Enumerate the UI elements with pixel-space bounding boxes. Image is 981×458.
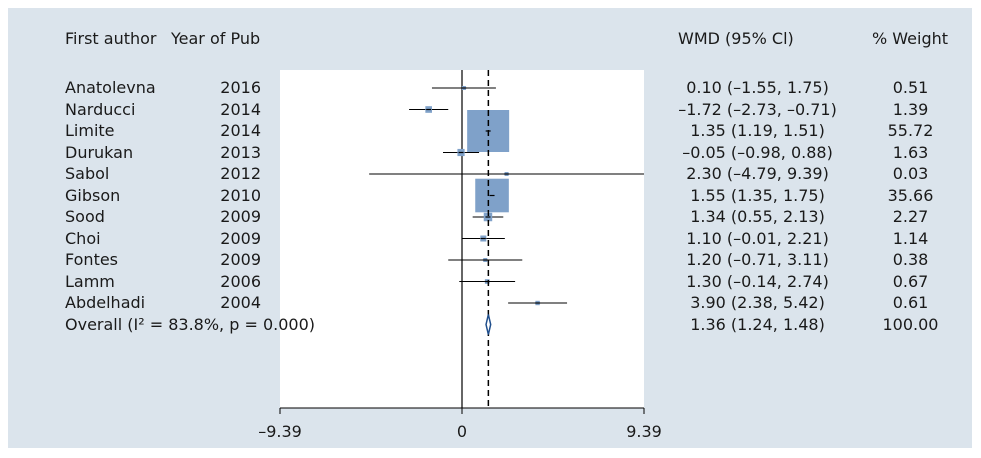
overall-wmd: 1.36 (1.24, 1.48) <box>690 314 825 334</box>
study-year: 2006 <box>220 271 261 291</box>
study-weight: 1.63 <box>892 142 929 162</box>
x-tick-label: 9.39 <box>626 422 662 441</box>
study-year: 2013 <box>220 142 261 162</box>
study-weight: 1.14 <box>892 228 929 248</box>
study-wmd: 1.10 (–0.01, 2.21) <box>686 228 829 248</box>
study-wmd: 1.55 (1.35, 1.75) <box>690 185 825 205</box>
study-wmd: 1.30 (–0.14, 2.74) <box>686 271 829 291</box>
study-weight: 35.66 <box>887 185 934 205</box>
study-year: 2014 <box>220 99 261 119</box>
study-author: Limite <box>65 121 115 140</box>
study-weight: 0.61 <box>892 293 929 312</box>
header-wmd: WMD (95% Cl) <box>678 29 794 48</box>
x-tick-label: 0 <box>456 422 468 441</box>
study-year: 2009 <box>220 207 261 226</box>
study-year: 2014 <box>220 121 261 140</box>
study-weight: 2.27 <box>892 207 929 226</box>
study-year: 2016 <box>220 78 261 97</box>
study-year: 2009 <box>220 228 261 248</box>
header-first-author: First author <box>65 29 157 48</box>
study-wmd: 0.10 (–1.55, 1.75) <box>686 78 829 97</box>
study-weight: 0.51 <box>892 78 929 97</box>
overall-label: Overall (I² = 83.8%, p = 0.000) <box>65 314 315 334</box>
study-weight: 0.38 <box>892 250 929 269</box>
study-author: Fontes <box>65 250 119 269</box>
study-author: Narducci <box>65 99 136 119</box>
study-author: Choi <box>65 228 101 248</box>
overall-weight: 100.00 <box>882 314 939 334</box>
header-year: Year of Pub <box>171 29 261 48</box>
study-wmd: 2.30 (–4.79, 9.39) <box>686 164 829 183</box>
study-wmd: –1.72 (–2.73, –0.71) <box>678 99 837 119</box>
overall-diamond <box>485 314 492 335</box>
study-wmd: 1.34 (0.55, 2.13) <box>690 207 825 226</box>
study-author: Anatolevna <box>65 78 156 97</box>
study-year: 2012 <box>220 164 261 183</box>
study-weight: 0.03 <box>892 164 929 183</box>
study-year: 2009 <box>220 250 261 269</box>
study-author: Gibson <box>65 185 121 205</box>
study-wmd: –0.05 (–0.98, 0.88) <box>682 142 833 162</box>
header-weight: % Weight <box>872 29 949 48</box>
study-weight: 0.67 <box>892 271 929 291</box>
study-author: Sabol <box>65 164 110 183</box>
study-wmd: 1.35 (1.19, 1.51) <box>690 121 825 140</box>
study-author: Sood <box>65 207 105 226</box>
study-weight: 55.72 <box>887 121 934 140</box>
study-wmd: 3.90 (2.38, 5.42) <box>690 293 825 312</box>
study-author: Abdelhadi <box>65 293 146 312</box>
study-wmd: 1.20 (–0.71, 3.11) <box>686 250 829 269</box>
study-weight: 1.39 <box>892 99 929 119</box>
study-year: 2004 <box>220 293 261 312</box>
x-tick-label: –9.39 <box>258 422 302 441</box>
study-author: Lamm <box>65 271 115 291</box>
study-author: Durukan <box>65 142 134 162</box>
study-year: 2010 <box>220 185 261 205</box>
